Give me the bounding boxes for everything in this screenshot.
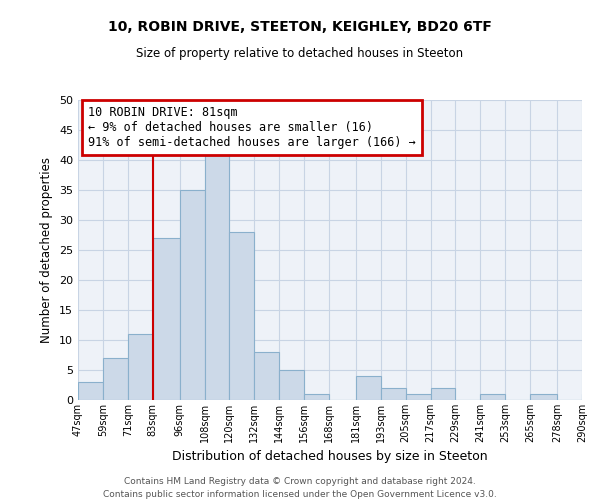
Bar xyxy=(205,148,229,400)
Bar xyxy=(103,358,128,400)
Text: 10 ROBIN DRIVE: 81sqm
← 9% of detached houses are smaller (16)
91% of semi-detac: 10 ROBIN DRIVE: 81sqm ← 9% of detached h… xyxy=(88,106,416,149)
Text: Contains public sector information licensed under the Open Government Licence v3: Contains public sector information licen… xyxy=(103,490,497,499)
Bar xyxy=(356,376,381,400)
Bar xyxy=(279,370,304,400)
Bar xyxy=(128,334,152,400)
Bar xyxy=(431,388,455,400)
Bar xyxy=(179,190,205,400)
Bar xyxy=(406,394,431,400)
Bar xyxy=(381,388,406,400)
Bar xyxy=(152,238,179,400)
Text: 10, ROBIN DRIVE, STEETON, KEIGHLEY, BD20 6TF: 10, ROBIN DRIVE, STEETON, KEIGHLEY, BD20… xyxy=(108,20,492,34)
Bar xyxy=(530,394,557,400)
Bar xyxy=(481,394,505,400)
Bar xyxy=(304,394,329,400)
Text: Contains HM Land Registry data © Crown copyright and database right 2024.: Contains HM Land Registry data © Crown c… xyxy=(124,478,476,486)
Bar xyxy=(78,382,103,400)
Bar xyxy=(254,352,279,400)
Bar xyxy=(582,394,600,400)
Bar xyxy=(229,232,254,400)
X-axis label: Distribution of detached houses by size in Steeton: Distribution of detached houses by size … xyxy=(172,450,488,464)
Text: Size of property relative to detached houses in Steeton: Size of property relative to detached ho… xyxy=(136,48,464,60)
Y-axis label: Number of detached properties: Number of detached properties xyxy=(40,157,53,343)
